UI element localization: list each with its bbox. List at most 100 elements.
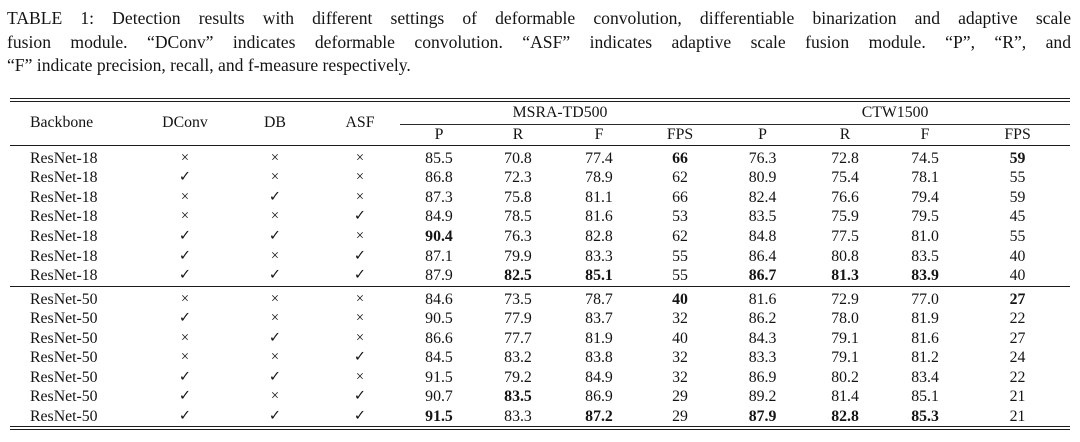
backbone-cell: ResNet-50 — [30, 310, 98, 328]
table-row: ResNet-18 ✓ ✓ ✓ 87.9 82.5 85.1 55 86.7 81.3 83.9 40 — [10, 266, 1070, 286]
backbone-cell: ResNet-18 — [30, 149, 98, 167]
value-cell: 81.0 — [911, 227, 939, 245]
table-row: ResNet-50 ✓ × ✓ 90.7 83.5 86.9 29 89.2 81.4 85.1 21 — [10, 387, 1070, 407]
cross-mark: × — [180, 349, 190, 366]
results-table: Backbone DConv DB ASF MSRA-TD500 CTW1500… — [10, 97, 1071, 431]
cross-mark: × — [355, 227, 365, 244]
cross-mark: × — [270, 149, 280, 166]
value-cell: 77.4 — [585, 149, 613, 167]
value-cell: 66 — [672, 149, 688, 167]
value-cell: 91.5 — [425, 368, 453, 386]
value-cell: 62 — [672, 169, 688, 187]
value-cell: 83.7 — [585, 310, 613, 328]
value-cell: 40 — [672, 329, 688, 347]
sub-header-msra-f: F — [558, 124, 640, 146]
table-row: ResNet-18 × ✓ × 87.3 75.8 81.1 66 82.4 76.6 79.4 59 — [10, 188, 1070, 208]
value-cell: 83.9 — [911, 267, 939, 285]
check-mark: ✓ — [353, 349, 367, 366]
backbone-cell: ResNet-50 — [10, 285, 140, 310]
value-cell: 77.9 — [504, 310, 532, 328]
value-cell: 70.8 — [504, 149, 532, 167]
sub-header-msra-fps: FPS — [640, 124, 721, 146]
value-cell: 40 — [1009, 267, 1026, 285]
value-cell: 76.3 — [504, 227, 532, 245]
check-mark: ✓ — [268, 368, 282, 385]
value-cell: 24 — [1009, 349, 1026, 367]
value-cell: 87.3 — [425, 188, 453, 206]
table-row: ResNet-50 ✓ ✓ ✓ 91.5 83.3 87.2 29 87.9 82.8 85.3 21 — [10, 407, 1070, 429]
column-header-db: DB — [230, 99, 320, 146]
table-row: ResNet-50 × × ✓ 84.5 83.2 83.8 32 83.3 79.1 81.2 24 — [10, 348, 1070, 368]
column-header-asf: ASF — [320, 99, 400, 146]
cross-mark: × — [180, 329, 190, 346]
backbone-cell: ResNet-18 — [30, 267, 98, 285]
table-row: ResNet-18 ✓ × ✓ 87.1 79.9 83.3 55 86.4 80.8 83.5 40 — [10, 247, 1070, 267]
value-cell: 22 — [1009, 368, 1026, 386]
backbone-cell: ResNet-18 — [30, 208, 98, 226]
value-cell: 87.1 — [425, 247, 453, 265]
cross-mark: × — [270, 349, 280, 366]
check-mark: ✓ — [353, 407, 367, 424]
caption-line-3: “F” indicate precision, recall, and f-me… — [7, 55, 411, 76]
check-mark: ✓ — [178, 247, 192, 264]
value-cell: 55 — [672, 247, 688, 265]
value-cell: 55 — [1009, 169, 1026, 187]
value-cell: 77.7 — [504, 329, 532, 347]
value-cell: 82.5 — [504, 267, 532, 285]
value-cell: 27 — [965, 285, 1071, 310]
value-cell: 55 — [1009, 227, 1026, 245]
value-cell: 83.8 — [585, 349, 613, 367]
cross-mark: × — [355, 149, 365, 166]
value-cell: 83.5 — [504, 388, 532, 406]
backbone-cell: ResNet-18 — [30, 227, 98, 245]
value-cell: 83.3 — [585, 247, 613, 265]
value-cell: 81.6 — [911, 329, 939, 347]
cross-mark: × — [355, 169, 365, 186]
value-cell: 22 — [1009, 310, 1026, 328]
sub-header-msra-p: P — [400, 124, 478, 146]
value-cell: 76.6 — [831, 188, 859, 206]
cross-mark: × — [270, 388, 280, 405]
value-cell: 27 — [1009, 329, 1026, 347]
check-mark: ✓ — [178, 310, 192, 327]
value-cell: 84.9 — [585, 368, 613, 386]
cross-mark: × — [355, 329, 365, 346]
value-cell: 75.8 — [504, 188, 532, 206]
backbone-cell: ResNet-18 — [30, 247, 98, 265]
group-header-msra-td500: MSRA-TD500 — [400, 99, 721, 125]
value-cell: 73.5 — [478, 285, 558, 310]
cross-mark: × — [180, 188, 190, 205]
value-cell: 87.9 — [748, 407, 777, 425]
value-cell: 29 — [672, 388, 688, 406]
value-cell: 89.2 — [748, 388, 777, 406]
value-cell: 82.8 — [831, 407, 859, 425]
cross-mark: × — [270, 169, 280, 186]
sub-header-ctw-fps: FPS — [965, 124, 1071, 146]
group-header-row: Backbone DConv DB ASF MSRA-TD500 CTW1500 — [10, 99, 1071, 146]
value-cell: 79.5 — [911, 208, 939, 226]
value-cell: 78.9 — [585, 169, 613, 187]
value-cell: 66 — [672, 188, 688, 206]
group-header-ctw1500: CTW1500 — [720, 99, 1071, 125]
value-cell: 91.5 — [425, 407, 453, 425]
table-caption: TABLE 1: Detection results with differen… — [7, 7, 1071, 78]
check-mark: ✓ — [268, 188, 282, 205]
check-mark: ✓ — [353, 247, 367, 264]
backbone-cell: ResNet-18 — [30, 169, 98, 187]
value-cell: 86.4 — [748, 247, 777, 265]
check-mark: ✓ — [178, 368, 192, 385]
value-cell: 90.7 — [425, 388, 453, 406]
cross-mark: × — [270, 310, 280, 327]
value-cell: 78.7 — [558, 285, 640, 310]
value-cell: 80.9 — [748, 169, 777, 187]
value-cell: 75.4 — [831, 169, 859, 187]
value-cell: 72.3 — [504, 169, 532, 187]
value-cell: 86.6 — [425, 329, 453, 347]
check-mark: ✓ — [178, 227, 192, 244]
table-row: ResNet-50 × × × 84.6 73.5 78.7 40 81.6 72.9 77.0 27 — [10, 285, 1071, 310]
value-cell: 78.5 — [504, 208, 532, 226]
value-cell: 80.2 — [831, 368, 859, 386]
value-cell: 90.5 — [425, 310, 453, 328]
value-cell: 81.3 — [831, 267, 859, 285]
value-cell: 32 — [672, 349, 688, 367]
